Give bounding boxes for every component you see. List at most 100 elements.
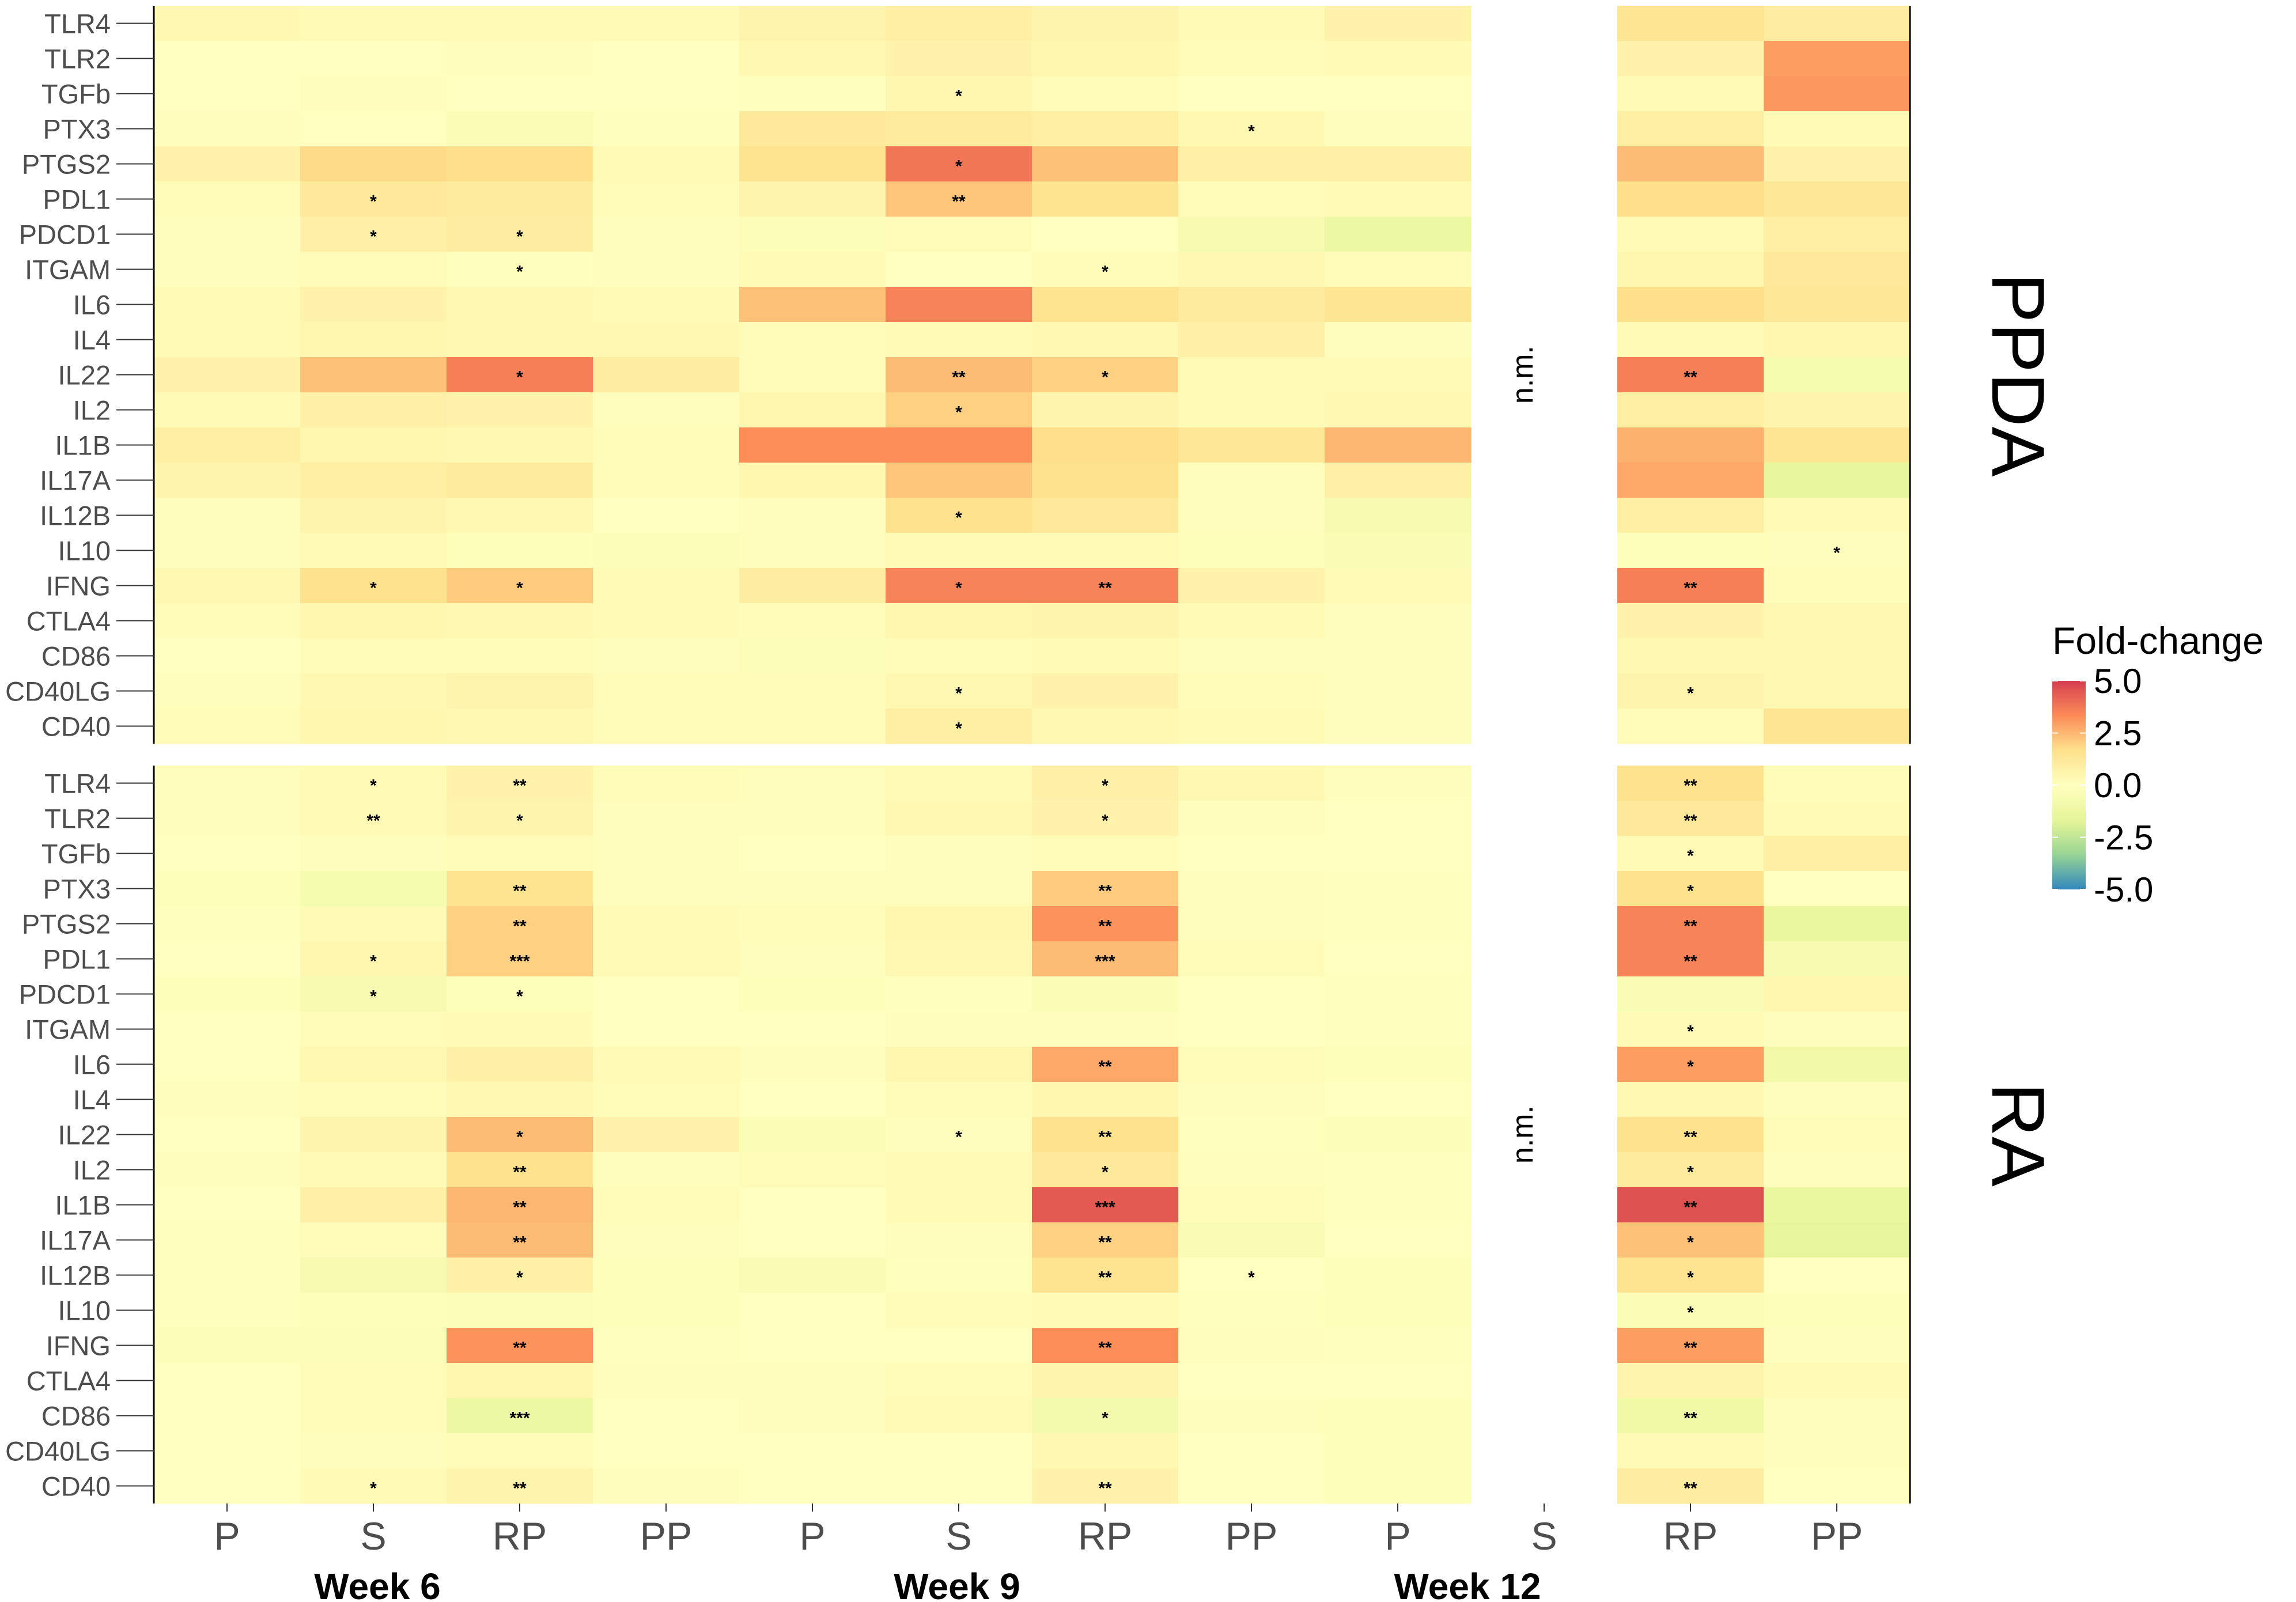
significance-mark: ** bbox=[1098, 882, 1112, 901]
heat-cell-ppda-week9-p-ptgs2 bbox=[739, 146, 886, 182]
heat-cell-ra-week9-s-il22 bbox=[886, 1117, 1032, 1153]
heat-cell-ppda-week9-s-il22 bbox=[886, 357, 1032, 393]
heat-cell-ppda-week9-rp-ctla4 bbox=[1032, 603, 1179, 639]
heat-cell-ppda-week12-rp-cd40 bbox=[1617, 709, 1764, 744]
heat-cell-ra-week9-p-itgam bbox=[739, 1012, 886, 1047]
heat-cell-ra-week6-s-ctla4 bbox=[300, 1363, 447, 1399]
gene-label: TGFb bbox=[41, 79, 111, 109]
heat-cell-ppda-week9-p-il1b bbox=[739, 427, 886, 463]
heat-cell-ra-week9-p-cd86 bbox=[739, 1398, 886, 1434]
heat-cell-ra-week9-p-il1b bbox=[739, 1187, 886, 1223]
significance-mark: ** bbox=[1098, 917, 1112, 936]
heat-cell-ra-week9-pp-il12b bbox=[1178, 1258, 1325, 1293]
heat-cell-ppda-week9-pp-il4 bbox=[1178, 322, 1325, 358]
heat-cell-ppda-week9-p-il4 bbox=[739, 322, 886, 358]
significance-mark: * bbox=[1833, 544, 1840, 563]
heat-cell-ppda-week9-p-cd40 bbox=[739, 709, 886, 744]
heat-cell-ppda-week9-s-pdcd1 bbox=[886, 217, 1032, 252]
heat-cell-ppda-week6-pp-il4 bbox=[593, 322, 740, 358]
heat-cell-ra-week12-p-cd40 bbox=[1325, 1468, 1472, 1504]
heat-cell-ppda-week12-p-il12b bbox=[1325, 498, 1472, 533]
heat-cell-ppda-week6-p-cd40 bbox=[154, 709, 301, 744]
heat-cell-ra-week12-rp-pdl1 bbox=[1617, 941, 1764, 977]
gene-label: IL1B bbox=[55, 430, 111, 461]
heat-cell-ppda-week6-s-cd40lg bbox=[300, 673, 447, 709]
heat-cell-ra-week9-p-il2 bbox=[739, 1152, 886, 1188]
heat-cell-ppda-week6-pp-itgam bbox=[593, 252, 740, 287]
heat-cell-ppda-week6-pp-ctla4 bbox=[593, 603, 740, 639]
heat-cell-ppda-week12-p-ptgs2 bbox=[1325, 146, 1472, 182]
heat-cell-ppda-week6-rp-il2 bbox=[447, 392, 593, 428]
heat-cell-ra-week6-pp-tlr4 bbox=[593, 766, 740, 801]
heat-cell-ppda-week12-pp-il6 bbox=[1764, 287, 1911, 323]
gene-label: IL10 bbox=[58, 536, 111, 566]
heat-cell-ra-week9-rp-il6 bbox=[1032, 1047, 1179, 1082]
gene-label: IL17A bbox=[40, 465, 111, 496]
significance-mark: ** bbox=[1098, 579, 1112, 598]
significance-mark: ** bbox=[1684, 812, 1697, 831]
heat-cell-ppda-week6-p-cd40lg bbox=[154, 673, 301, 709]
heat-cell-ppda-week6-p-il6 bbox=[154, 287, 301, 323]
heat-cell-ra-week6-p-il17a bbox=[154, 1222, 301, 1258]
significance-mark: *** bbox=[1095, 952, 1115, 971]
heat-cell-ra-week6-p-il4 bbox=[154, 1082, 301, 1118]
heat-cell-ppda-week12-rp-il4 bbox=[1617, 322, 1764, 358]
heat-cell-ra-week6-pp-itgam bbox=[593, 1012, 740, 1047]
heat-cell-ppda-week12-p-il4 bbox=[1325, 322, 1472, 358]
heat-cell-ppda-week9-s-il2 bbox=[886, 392, 1032, 428]
heat-cell-ppda-week12-pp-cd40lg bbox=[1764, 673, 1911, 709]
heat-cell-ppda-week6-p-il4 bbox=[154, 322, 301, 358]
legend-tick-label: -5.0 bbox=[2094, 870, 2153, 909]
heat-cell-ra-week6-rp-il17a bbox=[447, 1222, 593, 1258]
gene-label: IFNG bbox=[46, 1331, 111, 1361]
heat-cell-ra-week9-rp-ifng bbox=[1032, 1328, 1179, 1364]
heat-cell-ra-week9-p-il22 bbox=[739, 1117, 886, 1153]
heat-cell-ppda-week9-s-il6 bbox=[886, 287, 1032, 323]
heat-cell-ra-week6-pp-il10 bbox=[593, 1293, 740, 1328]
significance-mark: ** bbox=[1098, 1128, 1112, 1147]
heat-cell-ra-week6-rp-il12b bbox=[447, 1258, 593, 1293]
heat-cell-ra-week6-pp-il1b bbox=[593, 1187, 740, 1223]
heat-cell-ra-week9-pp-il4 bbox=[1178, 1082, 1325, 1118]
heat-cell-ppda-week6-p-tgfb bbox=[154, 76, 301, 112]
heat-cell-ppda-week9-pp-il1b bbox=[1178, 427, 1325, 463]
heat-cell-ppda-week6-s-cd40 bbox=[300, 709, 447, 744]
heat-cell-ppda-week9-pp-il12b bbox=[1178, 498, 1325, 533]
significance-mark: ** bbox=[1098, 1233, 1112, 1252]
heat-cell-ppda-week12-pp-pdcd1 bbox=[1764, 217, 1911, 252]
heat-cell-ra-week6-rp-il2 bbox=[447, 1152, 593, 1188]
heat-cell-ppda-week6-p-il10 bbox=[154, 533, 301, 569]
heat-cell-ppda-week9-s-cd40lg bbox=[886, 673, 1032, 709]
heat-cell-ra-week12-rp-tgfb bbox=[1617, 836, 1764, 872]
heat-cell-ppda-week6-p-cd86 bbox=[154, 638, 301, 674]
heat-cell-ppda-week9-s-il17a bbox=[886, 463, 1032, 498]
gene-label: IL22 bbox=[58, 1120, 111, 1150]
gene-label: PTGS2 bbox=[22, 909, 111, 940]
significance-mark: ** bbox=[513, 1479, 527, 1498]
heat-cell-ra-week6-s-tlr2 bbox=[300, 801, 447, 836]
heat-cell-ra-week6-p-tlr2 bbox=[154, 801, 301, 836]
heat-cell-ppda-week12-p-cd86 bbox=[1325, 638, 1472, 674]
gene-label: PTGS2 bbox=[22, 149, 111, 180]
gene-label: IL6 bbox=[73, 1050, 111, 1080]
heat-cell-ppda-week6-pp-tlr4 bbox=[593, 6, 740, 41]
heat-cell-ppda-week9-pp-ctla4 bbox=[1178, 603, 1325, 639]
heat-cell-ra-week9-p-cd40 bbox=[739, 1468, 886, 1504]
heat-cell-ppda-week9-rp-il2 bbox=[1032, 392, 1179, 428]
heat-cell-ra-week9-rp-il22 bbox=[1032, 1117, 1179, 1153]
heat-cell-ppda-week6-p-tlr4 bbox=[154, 6, 301, 41]
significance-mark: * bbox=[1248, 1268, 1255, 1287]
significance-mark: ** bbox=[513, 1339, 527, 1358]
heat-cell-ppda-week6-rp-tlr4 bbox=[447, 6, 593, 41]
heat-cell-ra-week9-s-pdcd1 bbox=[886, 976, 1032, 1012]
heat-cell-ppda-week6-p-il12b bbox=[154, 498, 301, 533]
heat-cell-ra-week6-rp-ptgs2 bbox=[447, 906, 593, 942]
heat-cell-ra-week9-pp-cd86 bbox=[1178, 1398, 1325, 1434]
heat-cell-ra-week9-p-tlr4 bbox=[739, 766, 886, 801]
heat-cell-ppda-week9-rp-tlr2 bbox=[1032, 41, 1179, 77]
significance-mark: * bbox=[955, 403, 962, 422]
heat-cell-ppda-week6-rp-tlr2 bbox=[447, 41, 593, 77]
heat-cell-ppda-week9-rp-tlr4 bbox=[1032, 6, 1179, 41]
heat-cell-ppda-week12-p-tlr4 bbox=[1325, 6, 1472, 41]
heat-cell-ppda-week6-pp-il6 bbox=[593, 287, 740, 323]
